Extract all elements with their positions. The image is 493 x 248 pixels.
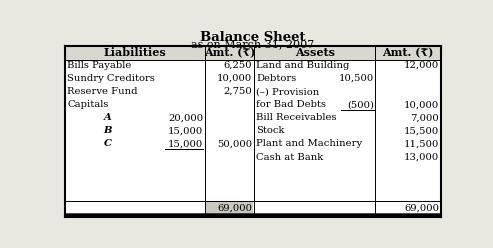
Text: 10,500: 10,500 <box>339 74 374 83</box>
Text: 10,000: 10,000 <box>217 74 252 83</box>
Text: Amt. (₹): Amt. (₹) <box>204 47 255 58</box>
Text: Sundry Creditors: Sundry Creditors <box>67 74 155 83</box>
Text: Bill Receivables: Bill Receivables <box>256 113 337 122</box>
Text: for Bad Debts: for Bad Debts <box>256 100 326 109</box>
Text: 69,000: 69,000 <box>217 204 252 213</box>
Text: 15,500: 15,500 <box>404 126 439 135</box>
Text: 13,000: 13,000 <box>404 153 439 162</box>
Text: 15,000: 15,000 <box>168 139 204 149</box>
Text: 2,750: 2,750 <box>223 87 252 96</box>
Text: Assets: Assets <box>295 47 335 58</box>
Text: 10,000: 10,000 <box>404 100 439 109</box>
Text: 20,000: 20,000 <box>168 113 204 122</box>
Text: 6,250: 6,250 <box>224 61 252 70</box>
Text: 69,000: 69,000 <box>404 204 439 213</box>
Text: (–) Provision: (–) Provision <box>256 87 319 96</box>
Text: Amt. (₹): Amt. (₹) <box>383 47 434 58</box>
Text: C: C <box>104 139 111 149</box>
Text: Balance Sheet: Balance Sheet <box>200 31 305 44</box>
Text: 7,000: 7,000 <box>410 113 439 122</box>
Text: (500): (500) <box>347 100 374 109</box>
Text: Liabilities: Liabilities <box>104 47 166 58</box>
Text: 11,500: 11,500 <box>404 139 439 149</box>
Bar <box>206 202 253 216</box>
Text: Stock: Stock <box>256 126 284 135</box>
Text: Capitals: Capitals <box>67 100 108 109</box>
Text: 15,000: 15,000 <box>168 126 204 135</box>
Text: Plant and Machinery: Plant and Machinery <box>256 139 362 149</box>
Text: as on March 31, 2007: as on March 31, 2007 <box>191 39 314 49</box>
Text: B: B <box>104 126 112 135</box>
Text: Debtors: Debtors <box>256 74 296 83</box>
Text: Reserve Fund: Reserve Fund <box>67 87 138 96</box>
Text: 50,000: 50,000 <box>217 139 252 149</box>
Text: 12,000: 12,000 <box>404 61 439 70</box>
Text: Land and Building: Land and Building <box>256 61 350 70</box>
Text: Bills Payable: Bills Payable <box>67 61 132 70</box>
Bar <box>65 46 441 60</box>
Text: Cash at Bank: Cash at Bank <box>256 153 323 162</box>
Bar <box>65 46 441 217</box>
Text: A: A <box>104 113 111 122</box>
